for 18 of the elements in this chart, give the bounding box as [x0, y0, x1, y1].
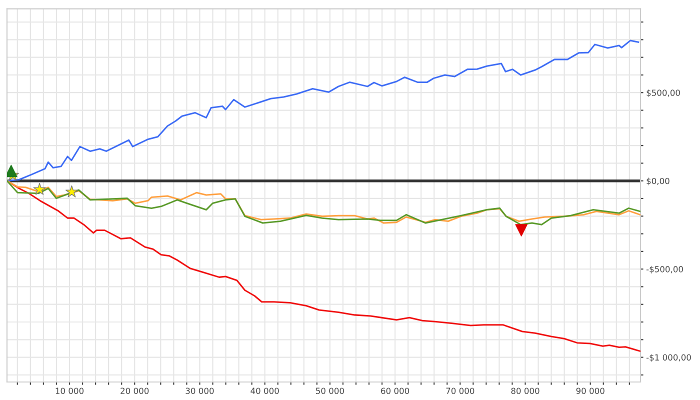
x-tick-label: 90 000	[576, 388, 604, 394]
line-series	[7, 40, 640, 182]
x-tick-label: 40 000	[250, 388, 279, 394]
x-tick-label: 70 000	[446, 388, 474, 394]
x-tick-label: 20 000	[120, 388, 149, 394]
x-tick-label: 50 000	[316, 388, 344, 394]
x-tick-label: 60 000	[381, 388, 410, 394]
x-tick-label: 10 000	[56, 388, 84, 394]
point	[7, 164, 18, 178]
y-tick-label: $500,00	[646, 89, 680, 98]
point	[65, 185, 78, 198]
y-tick-label: $0,00	[646, 178, 670, 186]
x-tick-label: 30 000	[186, 388, 214, 394]
x-tick-label: 80 000	[511, 388, 540, 394]
point	[515, 224, 528, 236]
point	[33, 182, 46, 195]
y-tick-label: -$500,00	[646, 266, 683, 274]
y-tick-label: -$1 000,00	[646, 354, 691, 362]
